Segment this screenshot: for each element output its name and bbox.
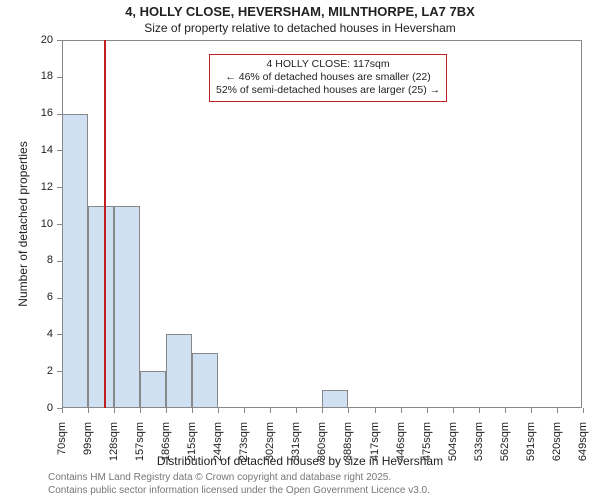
histogram-chart: 4, HOLLY CLOSE, HEVERSHAM, MILNTHORPE, L… <box>0 0 600 500</box>
xtick-mark <box>296 408 297 413</box>
xtick-mark <box>401 408 402 413</box>
xtick-mark <box>479 408 480 413</box>
xtick-mark <box>453 408 454 413</box>
histogram-bar <box>88 206 114 408</box>
xtick-mark <box>348 408 349 413</box>
xtick-label: 591sqm <box>525 422 537 472</box>
ytick-label: 18 <box>23 70 53 82</box>
annotation-line2: ← 46% of detached houses are smaller (22… <box>216 71 440 84</box>
xtick-mark <box>140 408 141 413</box>
xtick-mark <box>427 408 428 413</box>
xtick-mark <box>505 408 506 413</box>
xtick-mark <box>531 408 532 413</box>
xtick-label: 620sqm <box>551 422 563 472</box>
xtick-label: 128sqm <box>108 422 120 472</box>
xtick-mark <box>557 408 558 413</box>
xtick-mark <box>88 408 89 413</box>
xtick-mark <box>270 408 271 413</box>
histogram-bar <box>62 114 88 408</box>
xtick-mark <box>375 408 376 413</box>
marker-line <box>104 40 106 408</box>
xtick-label: 273sqm <box>238 422 250 472</box>
histogram-bar <box>166 334 192 408</box>
footer-line1: Contains HM Land Registry data © Crown c… <box>48 472 430 485</box>
ytick-mark <box>57 77 62 78</box>
ytick-mark <box>57 40 62 41</box>
xtick-label: 331sqm <box>290 422 302 472</box>
xtick-mark <box>322 408 323 413</box>
ytick-label: 8 <box>23 254 53 266</box>
xtick-mark <box>218 408 219 413</box>
ytick-label: 0 <box>23 402 53 414</box>
xtick-label: 649sqm <box>577 422 589 472</box>
xtick-label: 360sqm <box>316 422 328 472</box>
xtick-mark <box>166 408 167 413</box>
xtick-label: 475sqm <box>421 422 433 472</box>
xtick-label: 302sqm <box>264 422 276 472</box>
xtick-label: 186sqm <box>160 422 172 472</box>
xtick-mark <box>62 408 63 413</box>
xtick-mark <box>192 408 193 413</box>
xtick-label: 446sqm <box>395 422 407 472</box>
ytick-label: 10 <box>23 218 53 230</box>
xtick-label: 562sqm <box>499 422 511 472</box>
ytick-label: 12 <box>23 181 53 193</box>
ytick-label: 20 <box>23 34 53 46</box>
xtick-label: 99sqm <box>82 422 94 472</box>
ytick-label: 4 <box>23 328 53 340</box>
annotation-line3: 52% of semi-detached houses are larger (… <box>216 84 440 97</box>
annotation-line1: 4 HOLLY CLOSE: 117sqm <box>216 58 440 71</box>
xtick-label: 215sqm <box>186 422 198 472</box>
ytick-label: 6 <box>23 291 53 303</box>
xtick-label: 504sqm <box>447 422 459 472</box>
histogram-bar <box>140 371 166 408</box>
ytick-label: 14 <box>23 144 53 156</box>
xtick-label: 388sqm <box>342 422 354 472</box>
histogram-bar <box>192 353 218 408</box>
histogram-bar <box>322 390 348 408</box>
xtick-label: 417sqm <box>369 422 381 472</box>
chart-title: 4, HOLLY CLOSE, HEVERSHAM, MILNTHORPE, L… <box>0 4 600 19</box>
ytick-label: 2 <box>23 365 53 377</box>
xtick-label: 244sqm <box>212 422 224 472</box>
chart-footer: Contains HM Land Registry data © Crown c… <box>48 472 430 497</box>
xtick-mark <box>583 408 584 413</box>
xtick-label: 157sqm <box>134 422 146 472</box>
xtick-label: 533sqm <box>473 422 485 472</box>
histogram-bar <box>114 206 140 408</box>
ytick-label: 16 <box>23 107 53 119</box>
xtick-mark <box>244 408 245 413</box>
xtick-mark <box>114 408 115 413</box>
annotation-box: 4 HOLLY CLOSE: 117sqm ← 46% of detached … <box>209 54 447 102</box>
chart-subtitle: Size of property relative to detached ho… <box>0 21 600 35</box>
xtick-label: 70sqm <box>56 422 68 472</box>
footer-line2: Contains public sector information licen… <box>48 485 430 498</box>
